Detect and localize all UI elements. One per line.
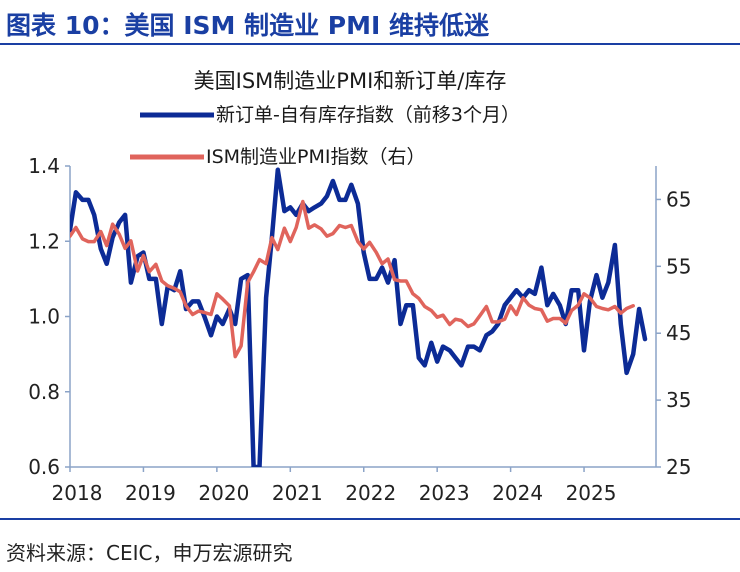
page-title: 图表 10：美国 ISM 制造业 PMI 维持低迷 <box>6 11 489 40</box>
title-rule <box>0 43 740 45</box>
source-note: 资料来源：CEIC，申万宏源研究 <box>6 541 293 565</box>
series-line-ratio <box>70 167 648 467</box>
x-tick-label: 2022 <box>345 481 396 505</box>
x-tick-label: 2025 <box>566 481 617 505</box>
y-right-tick-label: 35 <box>666 388 691 412</box>
series-line-pmi <box>70 199 635 359</box>
y-left-tick-label: 1.2 <box>28 229 60 253</box>
y-right-tick-label: 25 <box>666 455 691 479</box>
y-right-tick-label: 45 <box>666 321 691 345</box>
footer-rule <box>0 518 740 520</box>
y-left-tick-label: 0.6 <box>28 455 60 479</box>
y-left-tick-label: 1.0 <box>28 305 60 329</box>
x-tick-label: 2020 <box>198 481 249 505</box>
y-right-tick-label: 55 <box>666 254 691 278</box>
x-tick-label: 2018 <box>52 481 103 505</box>
x-tick-label: 2019 <box>125 481 176 505</box>
chart-title: 美国ISM制造业PMI和新订单/库存 <box>194 69 507 93</box>
legend-label-ratio: 新订单-自有库存指数（前移3个月） <box>216 104 520 126</box>
y-left-tick-label: 0.8 <box>28 380 60 404</box>
y-left-tick-label: 1.4 <box>28 154 60 178</box>
x-tick-label: 2023 <box>419 481 470 505</box>
legend-label-pmi: ISM制造业PMI指数（右） <box>206 146 426 168</box>
x-tick-label: 2024 <box>492 481 543 505</box>
x-tick-label: 2021 <box>272 481 323 505</box>
y-right-tick-label: 65 <box>666 187 691 211</box>
